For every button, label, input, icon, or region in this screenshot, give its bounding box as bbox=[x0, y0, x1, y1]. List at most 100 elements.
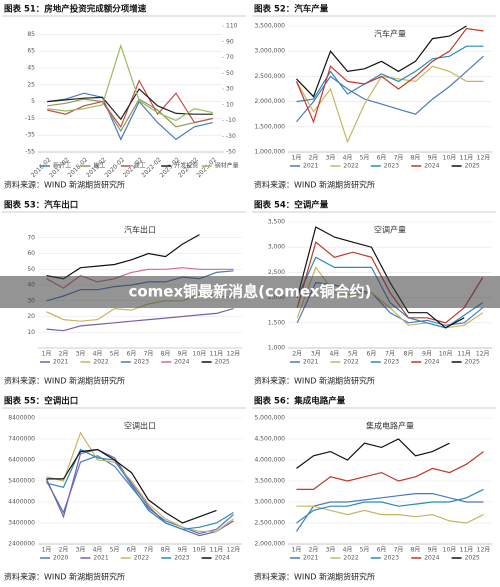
series-line bbox=[296, 45, 484, 103]
y-tick-label: 2,500,000 bbox=[254, 73, 285, 80]
x-tick-label: 6月 bbox=[377, 547, 387, 554]
y-tick-label: 20 bbox=[27, 313, 35, 320]
x-tick-label: 7月 bbox=[144, 547, 154, 554]
y-tick-label: -55 bbox=[25, 149, 35, 156]
inner-title: 空调产量 bbox=[374, 225, 406, 235]
legend-label: 2023 bbox=[174, 555, 189, 562]
x-tick-label: 12月 bbox=[476, 351, 490, 358]
x-tick-label: 1月 bbox=[292, 155, 302, 162]
source: 资料来源：WIND 新湖期货研究所 bbox=[254, 180, 375, 190]
x-tick-label: 3月 bbox=[326, 155, 336, 162]
series-line bbox=[296, 25, 467, 98]
x-tick-label: 11月 bbox=[460, 155, 474, 162]
x-tick-label: 12月 bbox=[477, 547, 491, 554]
series-line bbox=[296, 226, 465, 329]
x-tick-label: 12月 bbox=[477, 155, 491, 162]
series-line bbox=[46, 234, 200, 280]
x-tick-label: 12月 bbox=[227, 351, 241, 358]
y-tick-label: 6400000 bbox=[8, 457, 35, 464]
x-tick-label: 4月 bbox=[343, 547, 353, 554]
y-tick-label: 50 bbox=[27, 266, 35, 273]
legend-label: 2024 bbox=[174, 359, 189, 366]
x-tick-label: 7月 bbox=[394, 155, 404, 162]
x-tick-label: 4月 bbox=[93, 351, 103, 358]
legend-label: 2022 bbox=[343, 555, 358, 562]
y-tick-label: 4,000,000 bbox=[254, 457, 285, 464]
legend-label: 2025 bbox=[465, 359, 480, 366]
x-tick-label: 5月 bbox=[348, 351, 358, 358]
series-line bbox=[47, 92, 213, 141]
x-tick-label: 3月 bbox=[76, 351, 86, 358]
y-tick-label: 3,500,000 bbox=[254, 478, 285, 485]
x-tick-label: 7月 bbox=[394, 547, 404, 554]
legend-label: 2025 bbox=[465, 163, 480, 170]
y-tick-label: 60 bbox=[27, 250, 35, 257]
y-tick-label: 3400000 bbox=[8, 520, 35, 527]
legend-label: 2021 bbox=[93, 555, 108, 562]
legend-label: 2022 bbox=[134, 555, 149, 562]
series-line bbox=[46, 431, 234, 532]
series-line bbox=[45, 448, 234, 537]
y2-tick-label: -30 bbox=[226, 133, 236, 140]
y-tick-label: 25 bbox=[27, 81, 35, 88]
panel-title: 图表 51：房地产投资完成额分项增速 bbox=[4, 4, 147, 15]
x-tick-label: 8月 bbox=[411, 547, 421, 554]
y-tick-label: 85 bbox=[27, 31, 35, 38]
legend-label: 2025 bbox=[215, 359, 230, 366]
banner: comex铜最新消息(comex铜合约) bbox=[128, 283, 371, 301]
series-line bbox=[296, 451, 484, 490]
y-tick-label: 45 bbox=[27, 65, 35, 72]
legend-label: 2021 bbox=[303, 555, 318, 562]
x-tick-label: 5月 bbox=[360, 547, 370, 554]
panel-title: 图表 54：空调产量 bbox=[254, 200, 329, 211]
legend-label: 竣工 bbox=[134, 162, 146, 170]
y-tick-label: 1,500,000 bbox=[254, 123, 285, 130]
x-tick-label: 1月 bbox=[42, 351, 52, 358]
x-tick-label: 11月 bbox=[460, 547, 474, 554]
x-tick-label: 6月 bbox=[127, 351, 137, 358]
x-tick-label: 4月 bbox=[329, 351, 339, 358]
series-line bbox=[296, 438, 450, 469]
source: 资料来源：WIND 新湖期货研究所 bbox=[4, 572, 125, 582]
panel-title: 图表 56：集成电路产量 bbox=[254, 396, 346, 407]
x-tick-label: 8月 bbox=[411, 155, 421, 162]
source: 资料来源：WIND 新湖期货研究所 bbox=[4, 376, 125, 386]
series-line bbox=[296, 55, 484, 123]
x-tick-label: 9月 bbox=[428, 155, 438, 162]
x-tick-label: 7月 bbox=[385, 351, 395, 358]
x-tick-label: 9月 bbox=[178, 351, 188, 358]
legend-label: 新开工 bbox=[53, 162, 71, 170]
x-tick-label: 1月 bbox=[42, 547, 52, 554]
y-tick-label: 1,000,000 bbox=[254, 149, 285, 156]
legend-label: 钢材产量 bbox=[215, 162, 239, 170]
x-tick-label: 3月 bbox=[76, 547, 86, 554]
y2-tick-label: 110 bbox=[226, 23, 238, 30]
y-tick-label: 5400000 bbox=[8, 478, 35, 485]
legend-label: 开发投资 bbox=[174, 162, 198, 170]
x-tick-label: 10月 bbox=[193, 351, 207, 358]
y-tick-label: 3,000,000 bbox=[254, 48, 285, 55]
legend-label: 2024 bbox=[424, 555, 439, 562]
y-tick-label: -15 bbox=[25, 115, 35, 122]
y2-tick-label: 50 bbox=[226, 70, 234, 77]
x-tick-label: 2月 bbox=[292, 351, 302, 358]
legend-label: 2023 bbox=[384, 163, 399, 170]
series-line bbox=[47, 98, 213, 133]
legend-label: 2021 bbox=[53, 359, 68, 366]
y-tick-label: 3,000 bbox=[268, 244, 285, 251]
x-tick-label: 2月 bbox=[309, 155, 319, 162]
x-tick-label: 8月 bbox=[161, 547, 171, 554]
y-tick-label: 4,500,000 bbox=[254, 436, 285, 443]
series-line bbox=[295, 27, 484, 124]
x-tick-label: 3月 bbox=[326, 547, 336, 554]
x-tick-label: 3月 bbox=[311, 351, 321, 358]
y-tick-label: 2,500 bbox=[268, 269, 285, 276]
y-tick-label: 2,000,000 bbox=[254, 98, 285, 105]
y-tick-label: 5,000,000 bbox=[254, 415, 285, 422]
x-tick-label: 5月 bbox=[360, 155, 370, 162]
x-tick-label: 7月 bbox=[144, 351, 154, 358]
legend-label: 2023 bbox=[134, 359, 149, 366]
x-tick-label: 8月 bbox=[161, 351, 171, 358]
series-line bbox=[46, 308, 234, 332]
series-line bbox=[47, 88, 213, 121]
